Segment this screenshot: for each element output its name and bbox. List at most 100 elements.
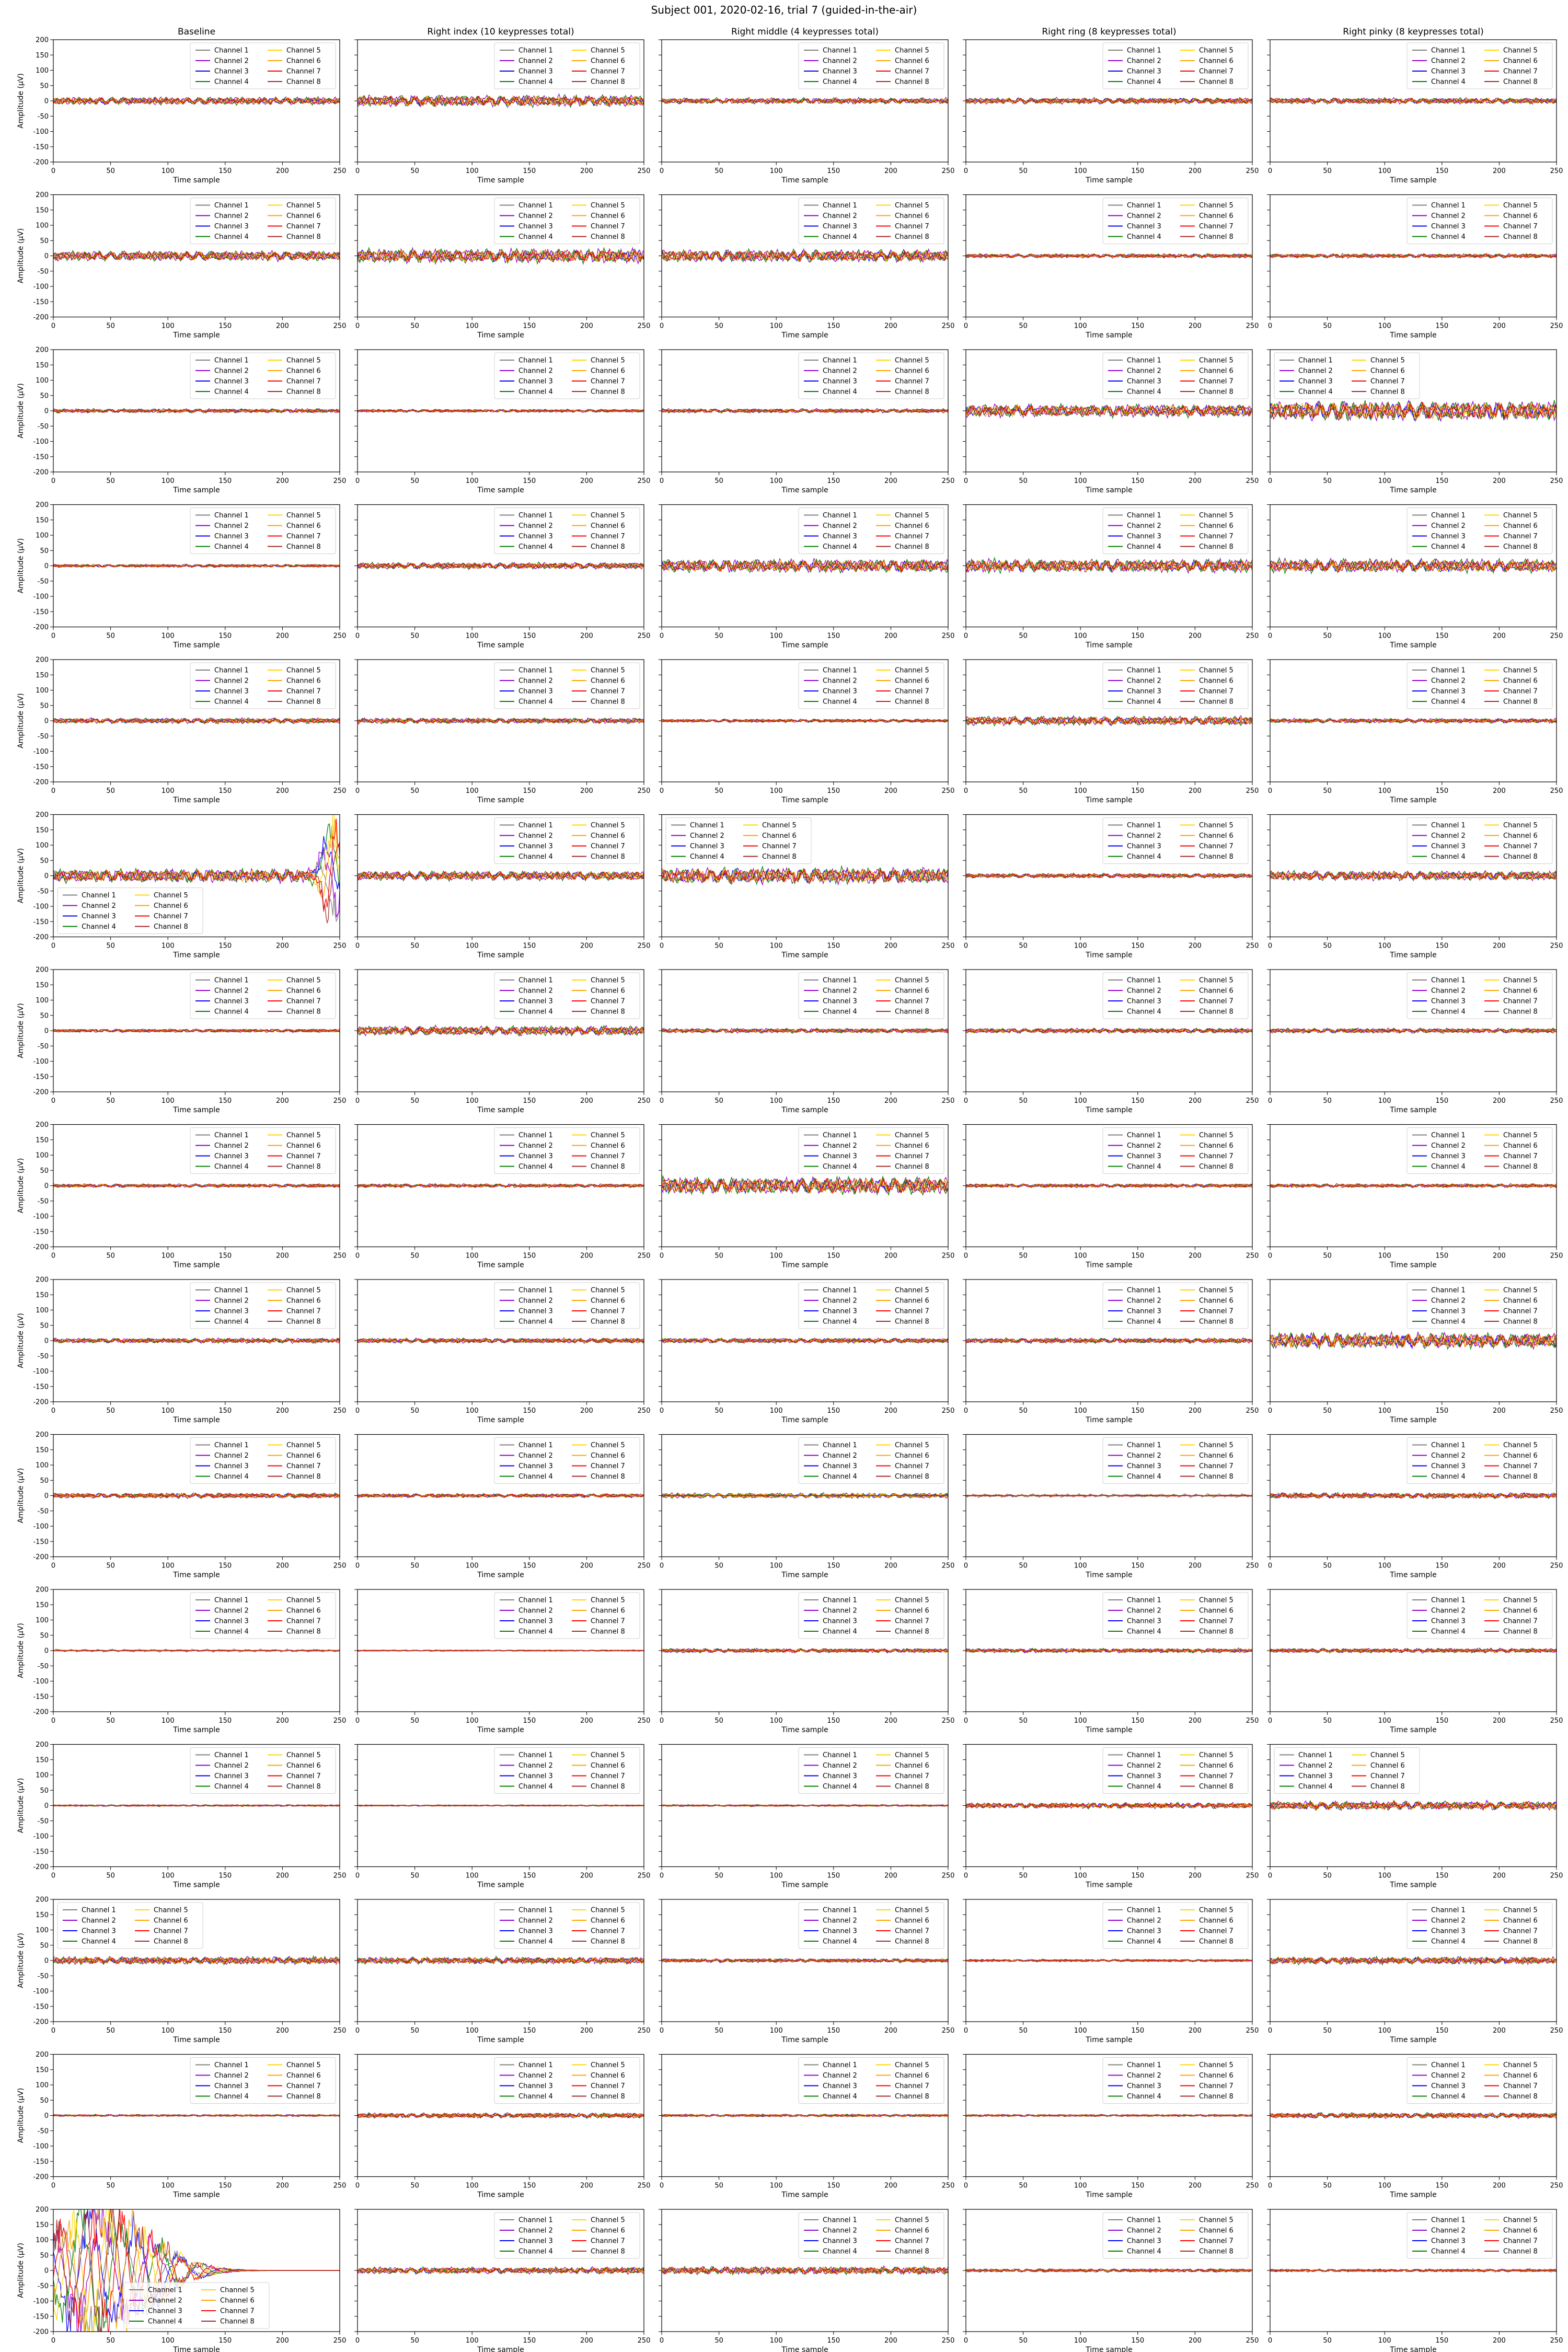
x-axis-label: Time sample: [1389, 2191, 1437, 2199]
x-tick-label: 200: [276, 942, 289, 950]
series-line-channel-8: [1270, 2268, 1557, 2273]
legend-label-channel-2: Channel 2: [823, 57, 857, 65]
legend-label-channel-4: Channel 4: [1298, 1783, 1333, 1791]
legend-label-channel-7: Channel 7: [1199, 2238, 1233, 2245]
traces: [1270, 252, 1557, 259]
x-tick-label: 200: [1493, 1562, 1506, 1570]
x-tick-label: 250: [333, 2337, 347, 2345]
traces: [966, 96, 1252, 105]
legend-box: [798, 198, 944, 244]
legend-label-channel-4: Channel 4: [214, 698, 249, 706]
legend-label-channel-3: Channel 3: [1127, 688, 1161, 696]
x-tick-label: 250: [333, 2027, 347, 2035]
y-tick-label: -200: [33, 624, 49, 631]
x-tick-label: 100: [162, 1252, 175, 1260]
traces: [966, 1493, 1252, 1498]
x-tick-label: 100: [466, 787, 479, 795]
legend-label-channel-1: Channel 1: [1127, 202, 1161, 210]
legend-box: [494, 1437, 640, 1484]
legend-box: [1102, 1437, 1249, 1484]
legend-label-channel-6: Channel 6: [591, 1297, 625, 1305]
x-axis-label: Time sample: [781, 1571, 828, 1579]
x-tick-label: 100: [466, 2027, 479, 2035]
legend-label-channel-7: Channel 7: [591, 533, 625, 540]
traces: [966, 2114, 1252, 2117]
y-tick-label: -150: [33, 1228, 49, 1236]
legend-label-channel-5: Channel 5: [895, 202, 929, 210]
x-tick-label: 100: [770, 1872, 783, 1880]
x-tick-label: 150: [1435, 1872, 1448, 1880]
legend-label-channel-6: Channel 6: [1199, 2227, 1233, 2235]
legend-label-channel-8: Channel 8: [286, 1783, 321, 1791]
x-tick-label: 150: [218, 1562, 232, 1570]
y-tick-label: 150: [36, 52, 49, 60]
legend-label-channel-2: Channel 2: [518, 1607, 553, 1615]
x-tick-label: 250: [942, 632, 955, 640]
legend-label-channel-1: Channel 1: [823, 1751, 857, 1759]
series-line-channel-8: [53, 1804, 340, 1807]
y-tick-label: 100: [36, 2082, 49, 2090]
series-line-channel-8: [966, 1959, 1252, 1963]
panel-r1-c3: Right middle (4 keypresses total)0 50 100 1…: [659, 27, 954, 185]
x-tick-label: 100: [1378, 322, 1391, 330]
legend-label-channel-5: Channel 5: [591, 1132, 625, 1139]
legend-label-channel-2: Channel 2: [823, 1297, 857, 1305]
x-tick-label: 0: [355, 1252, 360, 1260]
legend-label-channel-8: Channel 8: [591, 698, 625, 706]
x-tick-label: 150: [218, 1407, 232, 1415]
y-tick-label: -150: [33, 2158, 49, 2166]
x-tick-label: 100: [1378, 2027, 1391, 2035]
legend-label-channel-5: Channel 5: [1503, 1132, 1538, 1139]
series-line-channel-8: [358, 1027, 644, 1035]
traces: [1270, 717, 1557, 724]
x-tick-label: 50: [106, 1252, 115, 1260]
traces: [358, 1804, 644, 1807]
y-tick-label: -100: [33, 1213, 49, 1221]
x-tick-label: 250: [942, 2027, 955, 2035]
legend-label-channel-1: Channel 1: [214, 667, 249, 675]
x-axis-label: Time sample: [1389, 2036, 1437, 2044]
legend-label-channel-7: Channel 7: [895, 1772, 929, 1780]
legend-label-channel-7: Channel 7: [1503, 688, 1538, 696]
x-tick-label: 0: [355, 322, 360, 330]
legend-label-channel-3: Channel 3: [1298, 1772, 1333, 1780]
legend-label-channel-4: Channel 4: [518, 2093, 553, 2101]
x-tick-label: 50: [106, 322, 115, 330]
y-tick-label: 100: [36, 1152, 49, 1160]
legend-label-channel-7: Channel 7: [286, 533, 321, 540]
x-tick-label: 250: [1550, 942, 1563, 950]
x-tick-label: 50: [1323, 942, 1332, 950]
legend-label-channel-6: Channel 6: [591, 987, 625, 995]
x-tick-label: 100: [770, 1097, 783, 1105]
traces: [53, 814, 340, 925]
legend-label-channel-7: Channel 7: [1199, 223, 1233, 230]
x-tick-label: 150: [827, 1097, 840, 1105]
legend-label-channel-4: Channel 4: [1431, 1008, 1466, 1016]
y-axis-label: Amplitude (μV): [17, 2088, 25, 2143]
legend-label-channel-3: Channel 3: [1127, 378, 1161, 386]
traces: [662, 96, 948, 105]
x-axis-label: Time sample: [172, 1881, 220, 1889]
x-tick-label: 50: [714, 1097, 723, 1105]
legend-label-channel-2: Channel 2: [518, 987, 553, 995]
legend-label-channel-7: Channel 7: [1199, 533, 1233, 540]
y-tick-label: -50: [38, 268, 49, 275]
y-tick-label: 0: [44, 718, 49, 725]
legend-label-channel-7: Channel 7: [591, 68, 625, 76]
legend-box: [1274, 352, 1420, 399]
y-tick-label: 100: [36, 842, 49, 850]
x-tick-label: 150: [827, 787, 840, 795]
legend-label-channel-4: Channel 4: [214, 1473, 249, 1481]
series-line-channel-8: [358, 2267, 644, 2274]
